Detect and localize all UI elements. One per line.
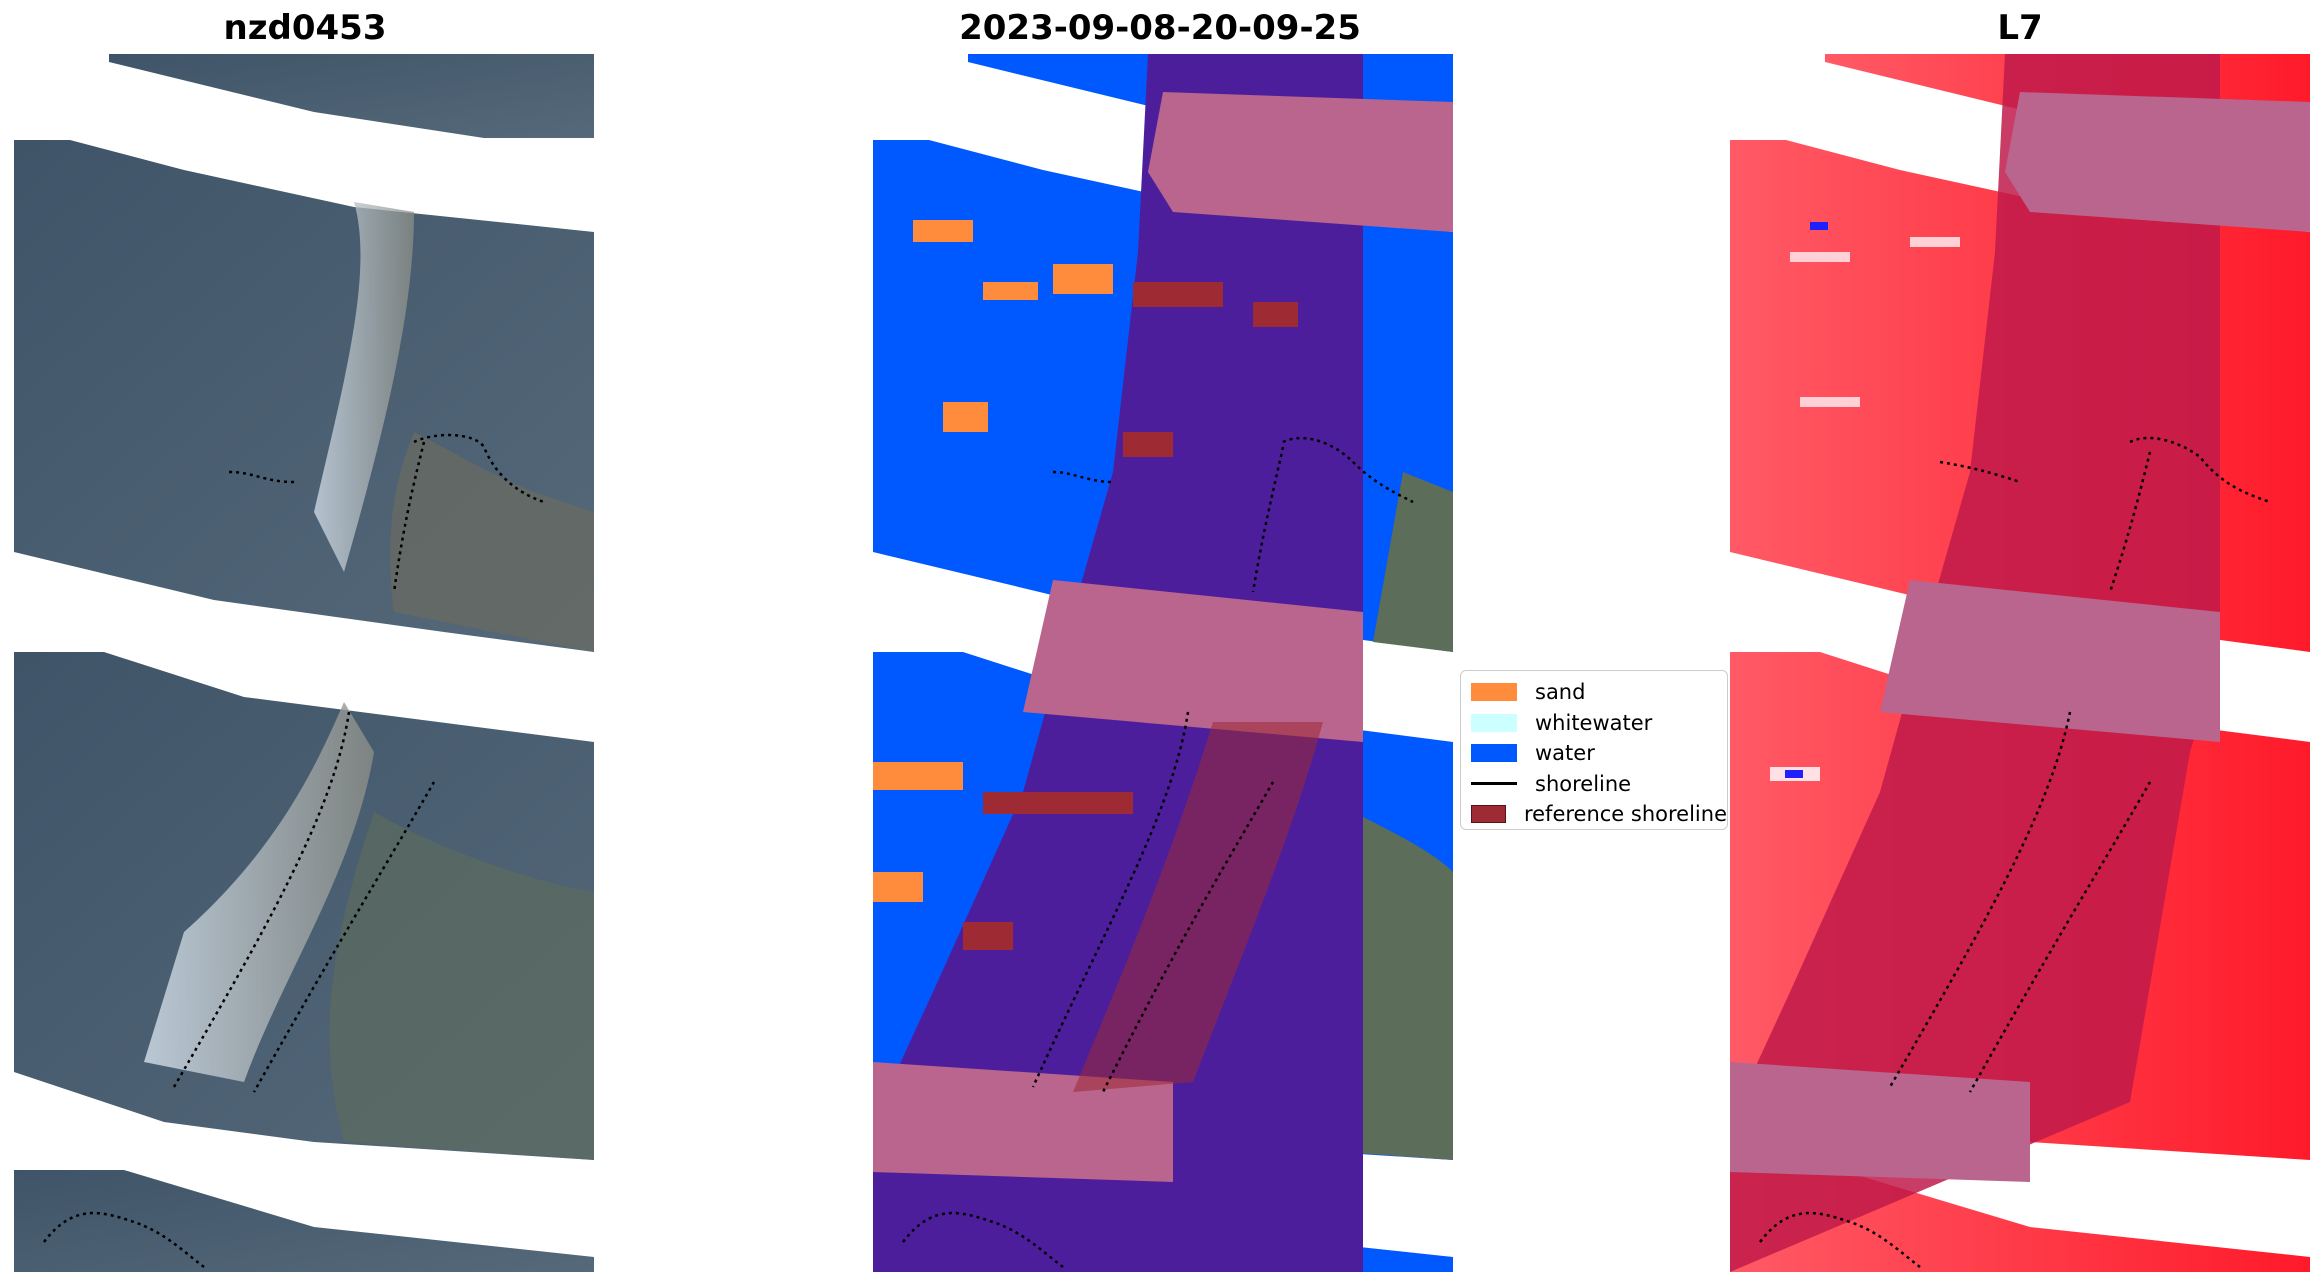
cloud-band bbox=[1880, 580, 2220, 742]
whitewater-swatch bbox=[1471, 713, 1517, 732]
legend-label: sand bbox=[1535, 680, 1586, 705]
legend-item-reference-shoreline: reference shoreline bbox=[1461, 799, 1727, 830]
shoreline bbox=[1888, 711, 2152, 1093]
beach-feature bbox=[314, 202, 414, 572]
shoreline bbox=[902, 1211, 1064, 1268]
reference-shoreline-band bbox=[1073, 722, 1323, 1092]
classification-panel bbox=[873, 54, 1453, 1272]
sand-patch bbox=[943, 402, 988, 432]
sand-patch bbox=[873, 762, 963, 790]
panel-title-rgb: nzd0453 bbox=[223, 8, 387, 48]
index-panel bbox=[1730, 54, 2310, 1272]
legend-item-sand: sand bbox=[1461, 677, 1727, 708]
sand-swatch bbox=[1471, 683, 1517, 702]
reference-shoreline-patch bbox=[1253, 302, 1298, 327]
legend-label: shoreline bbox=[1535, 771, 1632, 796]
reference-shoreline-swatch bbox=[1471, 805, 1506, 824]
reference-shoreline-patch bbox=[1123, 432, 1173, 457]
blue-dot bbox=[1785, 770, 1803, 778]
shoreline-swatch bbox=[1471, 782, 1517, 786]
legend-label: whitewater bbox=[1535, 710, 1653, 735]
bright-streak bbox=[1800, 397, 1860, 407]
panel-title-index: L7 bbox=[1997, 8, 2043, 48]
reference-shoreline-patch bbox=[963, 922, 1013, 950]
land-feature bbox=[390, 432, 594, 652]
bright-streak bbox=[1790, 252, 1850, 262]
shoreline bbox=[172, 711, 436, 1093]
rgb-image-panel bbox=[14, 54, 594, 1272]
image-strip bbox=[14, 1170, 594, 1272]
shoreline bbox=[1939, 436, 2271, 593]
beach-feature bbox=[144, 702, 374, 1082]
legend-label: water bbox=[1535, 741, 1595, 766]
land-region bbox=[1373, 472, 1453, 652]
bright-streak bbox=[1910, 237, 1960, 247]
shoreline bbox=[1031, 711, 1275, 1093]
sand-patch bbox=[1053, 264, 1113, 294]
shoreline bbox=[43, 1211, 205, 1268]
shoreline bbox=[1759, 1211, 1921, 1268]
legend-item-water: water bbox=[1461, 738, 1727, 769]
shoreline bbox=[1052, 436, 1414, 593]
legend-item-whitewater: whitewater bbox=[1461, 708, 1727, 739]
land-feature bbox=[329, 812, 594, 1160]
sand-patch bbox=[873, 872, 923, 902]
image-strip bbox=[109, 54, 594, 138]
reference-shoreline-patch bbox=[1133, 282, 1223, 307]
blue-dot bbox=[1810, 222, 1828, 230]
cloud-band bbox=[2005, 92, 2310, 232]
reference-shoreline-patch bbox=[983, 792, 1133, 814]
legend: sand whitewater water shoreline referenc… bbox=[1460, 670, 1728, 830]
cloud-band bbox=[1730, 1062, 2030, 1182]
legend-item-shoreline: shoreline bbox=[1461, 769, 1727, 800]
sand-patch bbox=[983, 282, 1038, 300]
cloud-band bbox=[1023, 580, 1363, 742]
shoreline bbox=[228, 433, 545, 593]
cloud-band bbox=[873, 1062, 1173, 1182]
sand-patch bbox=[913, 220, 973, 242]
panel-title-classification: 2023-09-08-20-09-25 bbox=[959, 8, 1361, 48]
legend-label: reference shoreline bbox=[1523, 802, 1727, 827]
water-swatch bbox=[1471, 744, 1517, 763]
cloud-band bbox=[1148, 92, 1453, 232]
